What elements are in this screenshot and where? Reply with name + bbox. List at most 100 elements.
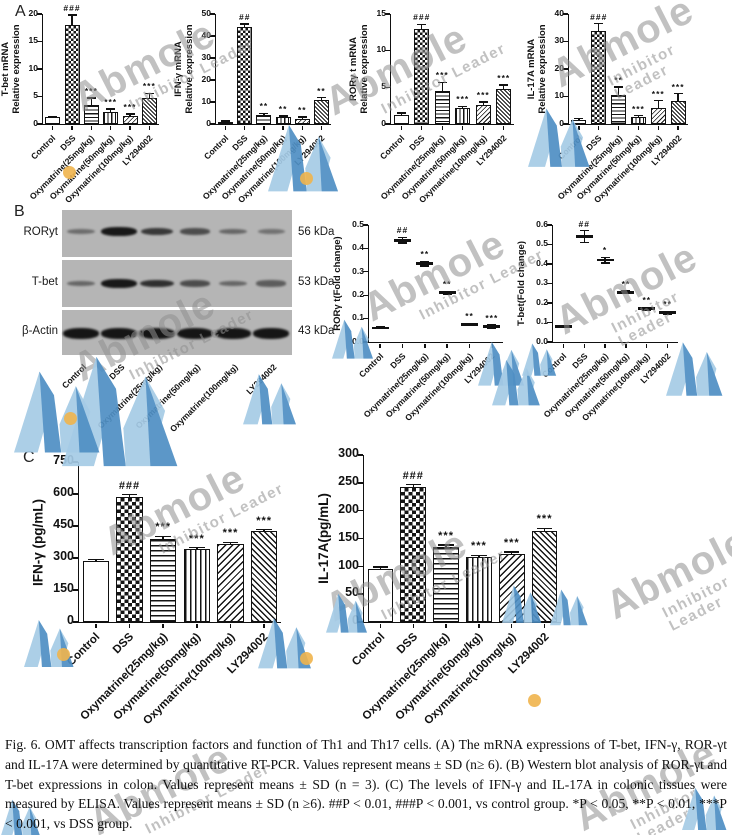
- sig-mark-Oxymatrine(50mg/kg): **: [442, 279, 452, 290]
- abmole-logo-icon: [666, 340, 732, 397]
- error-bar: [412, 484, 414, 489]
- sig-mark-DSS: ##: [578, 218, 590, 229]
- x-tick: [51, 125, 54, 130]
- y-tick-label: 0.2: [536, 296, 548, 307]
- blot-band: [179, 228, 211, 235]
- x-tick: [95, 623, 97, 628]
- error-bar-cap: [259, 112, 269, 114]
- x-tick: [625, 343, 627, 348]
- error-bar-cap: [417, 23, 427, 25]
- y-tick: [358, 537, 363, 540]
- bar-LY294002: [531, 531, 558, 622]
- y-tick: [563, 68, 568, 70]
- bar-Oxymatrine(50mg/kg): [103, 111, 119, 124]
- error-bar-cap: [125, 113, 135, 115]
- blot-membrane-RORyt: [62, 210, 292, 257]
- sig-mark-Oxymatrine(25mg/kg): *: [602, 245, 608, 256]
- y-tick-label: 0.1: [352, 312, 364, 323]
- y-tick: [363, 294, 368, 296]
- y-tick: [363, 224, 368, 226]
- y-tick-label: 600: [53, 485, 74, 500]
- x-tick: [379, 623, 382, 628]
- mean-line-LY294002: [659, 311, 677, 315]
- error-bar: [51, 116, 54, 119]
- x-tick: [445, 623, 447, 628]
- error-bar: [445, 545, 447, 549]
- bar-Oxymatrine(25mg/kg): [433, 547, 459, 622]
- error-bar: [196, 547, 198, 551]
- error-bar-cap: [256, 528, 273, 531]
- x-tick: [301, 125, 303, 130]
- error-bar-cap: [478, 101, 488, 103]
- y-tick: [73, 589, 78, 591]
- figure-caption: Fig. 6. OMT affects transcription factor…: [5, 737, 727, 832]
- plot-area-mrna_rorgt: 0 5 10 15 Control DSS Oxymatrine(25mg/kg) Oxyma…: [377, 8, 514, 205]
- bar-Control: [367, 568, 394, 622]
- bar-Control: [571, 119, 587, 124]
- blot-row-label-RORyt: RORyt: [23, 225, 59, 238]
- error-bar-cap: [106, 108, 116, 110]
- sig-mark-DSS: ###: [63, 3, 81, 14]
- sig-mark-Oxymatrine(25mg/kg): ***: [155, 521, 172, 534]
- x-tick: [578, 125, 580, 130]
- error-cap-top: [621, 290, 631, 292]
- y-tick-label: 0.4: [352, 242, 364, 253]
- y-tick-label: 0.3: [536, 277, 548, 288]
- x-tick: [478, 623, 480, 628]
- error-bar: [95, 559, 97, 563]
- x-tick: [482, 125, 484, 130]
- sig-mark-Oxymatrine(50mg/kg): ***: [470, 540, 487, 553]
- error-cap-top: [487, 324, 497, 326]
- sig-mark-Oxymatrine(100mg/kg): ***: [476, 90, 490, 100]
- blot-lane-label-Oxymatrine(100mg/kg): Oxymatrine(100mg/kg): [168, 362, 241, 434]
- panel-a-label: A: [15, 3, 26, 20]
- blot-lane-label-Oxymatrine(50mg/kg): Oxymatrine(50mg/kg): [133, 362, 203, 431]
- sig-mark-Oxymatrine(50mg/kg): ***: [631, 103, 645, 114]
- blot-band: [139, 327, 175, 339]
- blot-membrane-T-bet: [62, 260, 292, 307]
- sig-mark-Oxymatrine(100mg/kg): **: [642, 295, 652, 306]
- error-bar-cap: [316, 96, 326, 99]
- y-tick-label: 10: [201, 95, 211, 106]
- plot-area-mrna_ifng: 0 10 20 30 40 50 Control DSS Oxymatrine(25mg/kg)…: [200, 8, 331, 205]
- x-tick: [71, 125, 73, 130]
- bar-DSS: [116, 497, 143, 622]
- error-bar: [320, 97, 323, 101]
- sig-mark-LY294002: ***: [485, 312, 499, 323]
- y-axis-title-mrna_il17a: IL-17A mRNA Relative expression: [526, 24, 548, 114]
- error-bar-cap: [504, 551, 520, 553]
- x-tick: [421, 125, 423, 130]
- y-tick: [547, 341, 552, 343]
- x-tick: [196, 623, 198, 628]
- blot-band: [67, 228, 95, 235]
- sig-mark-LY294002: ***: [671, 81, 685, 92]
- y-tick: [363, 247, 368, 250]
- bar-Oxymatrine(25mg/kg): [150, 538, 177, 622]
- mean-line-DSS: [394, 238, 411, 242]
- error-bar-cap: [222, 541, 239, 544]
- panel-c-label: C: [23, 449, 35, 466]
- mean-line-Oxymatrine(25mg/kg): [416, 262, 434, 265]
- bar-LY294002: [313, 99, 329, 124]
- error-bar: [482, 102, 484, 106]
- x-tick: [162, 623, 164, 628]
- y-tick: [210, 101, 215, 103]
- watermark-subtext: Inhibitor Leader: [659, 572, 732, 635]
- y-tick-label: 10: [28, 62, 38, 73]
- bar-Oxymatrine(50mg/kg): [183, 549, 210, 622]
- kda-label-RORyt: 56 kDa: [298, 225, 335, 238]
- error-bar-cap: [396, 112, 406, 114]
- bar-Oxymatrine(50mg/kg): [275, 117, 291, 124]
- error-bar-cap: [405, 483, 421, 486]
- blot-band: [140, 279, 174, 288]
- x-tick: [666, 343, 669, 348]
- x-tick: [491, 343, 493, 348]
- bar-DSS: [400, 487, 427, 622]
- y-tick: [363, 271, 368, 273]
- sig-mark-LY294002: **: [317, 85, 326, 96]
- blot-band: [256, 280, 286, 287]
- x-tick: [400, 125, 402, 130]
- x-label-Control: Control: [540, 351, 569, 380]
- y-tick: [358, 593, 363, 595]
- y-tick-label: 10: [376, 44, 386, 55]
